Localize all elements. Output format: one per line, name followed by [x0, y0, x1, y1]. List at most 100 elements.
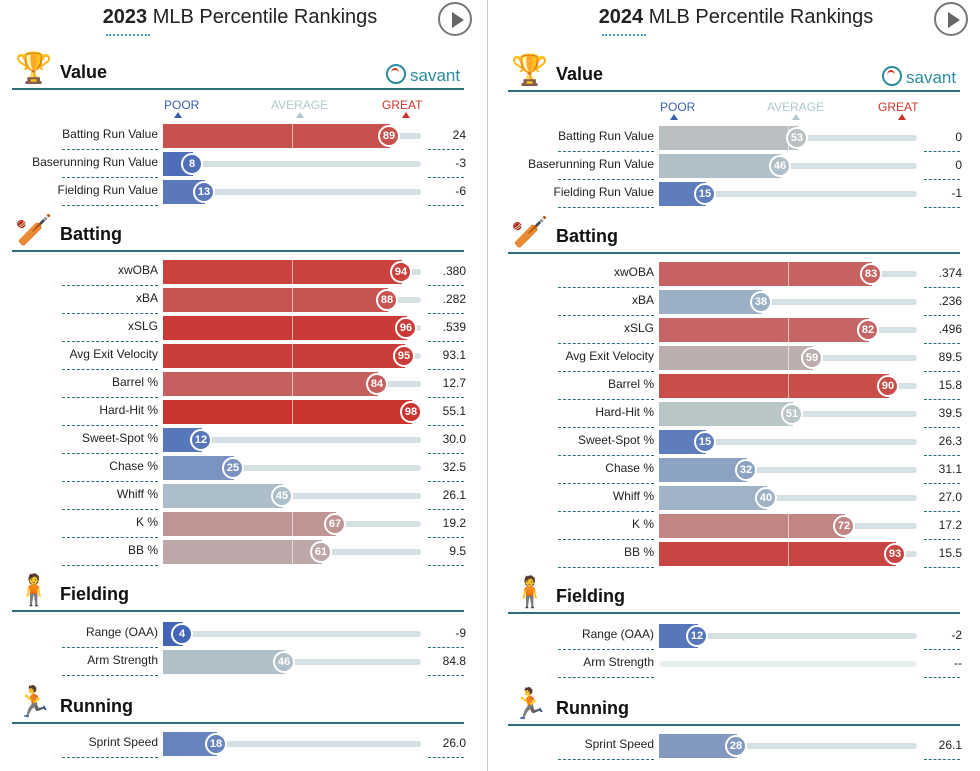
row-separator: [924, 759, 960, 760]
percentile-badge[interactable]: 8: [181, 153, 203, 175]
play-button[interactable]: [438, 2, 472, 36]
bar-midline: [788, 542, 789, 566]
percentile-badge[interactable]: 32: [735, 459, 757, 481]
stat-label: xwOBA: [613, 265, 654, 279]
percentile-bar: [163, 512, 336, 536]
savant-brand[interactable]: savant: [882, 66, 956, 88]
savant-brand[interactable]: savant: [386, 64, 460, 86]
percentile-badge[interactable]: 12: [686, 625, 708, 647]
percentile-badge[interactable]: 72: [833, 515, 855, 537]
stat-value: .380: [442, 264, 466, 278]
percentile-badge[interactable]: 38: [750, 291, 772, 313]
percentile-badge[interactable]: 51: [781, 403, 803, 425]
percentile-badge[interactable]: 13: [193, 181, 215, 203]
percentile-track: [659, 439, 917, 445]
panel-divider: [487, 0, 488, 771]
percentile-badge[interactable]: 82: [857, 319, 879, 341]
stat-value: 93.1: [442, 348, 466, 362]
title-text: MLB Percentile Rankings: [643, 6, 874, 28]
percentile-badge[interactable]: 28: [725, 735, 747, 757]
stat-value: 9.5: [449, 544, 466, 558]
percentile-badge[interactable]: 95: [393, 345, 415, 367]
percentile-badge[interactable]: 83: [860, 263, 882, 285]
section-rule: [508, 724, 960, 726]
stat-value: 12.7: [442, 376, 466, 390]
title-year: 2023: [102, 6, 148, 28]
percentile-badge[interactable]: 84: [366, 373, 388, 395]
percentile-bar: [659, 318, 869, 342]
stat-label: Batting Run Value: [558, 129, 654, 143]
percentile-track: [659, 743, 917, 749]
bar-midline: [788, 346, 789, 370]
percentile-badge[interactable]: 4: [171, 623, 193, 645]
percentile-badge[interactable]: 45: [271, 485, 293, 507]
row-separator: [924, 315, 960, 316]
percentile-badge[interactable]: 93: [884, 543, 906, 565]
stat-label: Chase %: [109, 459, 158, 473]
percentile-badge[interactable]: 67: [324, 513, 346, 535]
row-separator: [62, 481, 158, 482]
row-separator: [428, 675, 464, 676]
stat-value: -2: [951, 628, 962, 642]
percentile-badge[interactable]: 12: [190, 429, 212, 451]
percentile-badge[interactable]: 25: [222, 457, 244, 479]
row-separator: [924, 371, 960, 372]
percentile-badge[interactable]: 89: [378, 125, 400, 147]
stat-row: Baserunning Run Value: [496, 152, 654, 180]
stat-row: xwOBA: [496, 260, 654, 288]
row-separator: [428, 481, 464, 482]
stat-row: Arm Strength: [0, 648, 158, 676]
scale-poor-label: POOR: [164, 98, 200, 112]
row-separator: [924, 399, 960, 400]
percentile-badge[interactable]: 18: [205, 733, 227, 755]
play-button[interactable]: [934, 2, 968, 36]
row-separator: [428, 149, 464, 150]
stat-row: xBA: [0, 286, 158, 314]
percentile-badge[interactable]: 53: [786, 127, 808, 149]
row-separator: [558, 455, 654, 456]
percentile-badge[interactable]: 61: [310, 541, 332, 563]
stat-label: xSLG: [623, 321, 654, 335]
percentile-badge[interactable]: 15: [694, 431, 716, 453]
stat-row: Barrel %: [496, 372, 654, 400]
row-separator: [924, 649, 960, 650]
row-separator: [62, 149, 158, 150]
percentile-badge[interactable]: 15: [694, 183, 716, 205]
stat-label: Sweet-Spot %: [81, 431, 158, 445]
row-separator: [924, 427, 960, 428]
percentile-badge[interactable]: 46: [769, 155, 791, 177]
stat-value: 15.8: [938, 378, 962, 392]
stat-row: Range (OAA): [496, 622, 654, 650]
row-separator: [558, 483, 654, 484]
stat-row: BB %: [496, 540, 654, 568]
percentile-badge[interactable]: 59: [801, 347, 823, 369]
bar-midline: [292, 372, 293, 396]
stat-value: .236: [938, 294, 962, 308]
scale-poor-marker: [670, 114, 678, 120]
stat-label: Chase %: [605, 461, 654, 475]
percentile-bar: [163, 484, 283, 508]
percentile-badge[interactable]: 98: [400, 401, 422, 423]
percentile-track: [659, 299, 917, 305]
row-separator: [558, 539, 654, 540]
stat-row: Range (OAA): [0, 620, 158, 648]
stat-value: 39.5: [938, 406, 962, 420]
percentile-badge[interactable]: 96: [395, 317, 417, 339]
percentile-track: [163, 631, 421, 637]
bar-midline: [292, 316, 293, 340]
stat-label: Range (OAA): [581, 627, 654, 641]
stat-value: 30.0: [442, 432, 466, 446]
percentile-badge[interactable]: 88: [376, 289, 398, 311]
percentile-badge[interactable]: 46: [273, 651, 295, 673]
percentile-badge[interactable]: 90: [877, 375, 899, 397]
row-separator: [924, 511, 960, 512]
stat-label: Fielding Run Value: [57, 183, 158, 197]
stat-row: xwOBA: [0, 258, 158, 286]
row-separator: [924, 677, 960, 678]
stat-value: 89.5: [938, 350, 962, 364]
stat-label: xSLG: [127, 319, 158, 333]
percentile-badge[interactable]: 40: [755, 487, 777, 509]
stat-label: Fielding Run Value: [553, 185, 654, 199]
percentile-badge[interactable]: 94: [390, 261, 412, 283]
section-title-batting: Batting: [60, 224, 122, 244]
